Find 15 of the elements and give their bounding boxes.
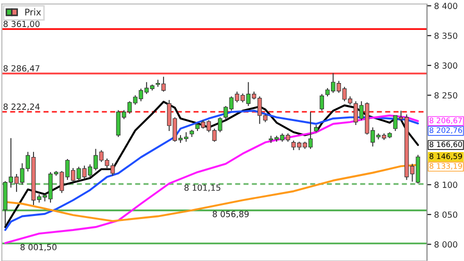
y-tick-label: 8 050 <box>434 211 458 218</box>
y-tick-label: 8 250 <box>434 92 458 99</box>
legend-label: Prix <box>25 8 41 16</box>
y-tick-label: 8 100 <box>434 182 458 188</box>
ref-line-label: 8 056,89 <box>212 210 249 218</box>
ref-line-label: 8 222,24 <box>4 104 40 111</box>
candlestick <box>320 94 324 112</box>
y-tick-label: 8 000 <box>434 241 458 248</box>
ref-line-label: 8 361,00 <box>4 20 40 28</box>
y-tick-label: 8 350 <box>434 32 458 39</box>
y-tick-label: 8 300 <box>434 62 458 69</box>
ref-line-label: 8 001,50 <box>20 244 57 252</box>
y-tick-label: 8 400 <box>434 2 458 10</box>
ref-line-label: 8 101,15 <box>184 184 220 192</box>
ref-line-label: 8 286,47 <box>4 65 40 72</box>
